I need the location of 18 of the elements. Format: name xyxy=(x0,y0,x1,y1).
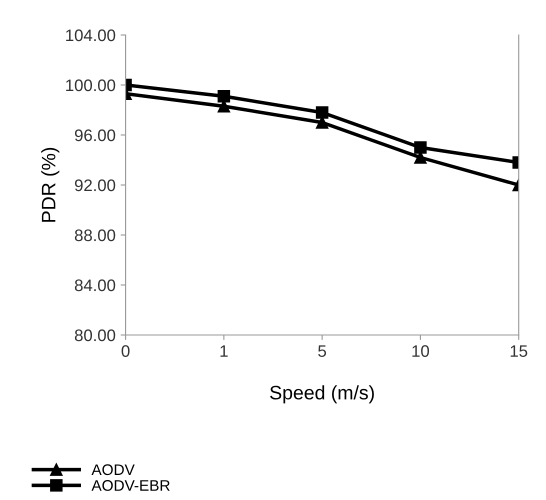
point xyxy=(316,106,328,119)
y-axis-title: PDR (%) xyxy=(41,148,60,222)
y-tick-label: 92.00 xyxy=(74,179,116,192)
legend-label: AODV xyxy=(92,464,135,476)
y-tick-label: 104.00 xyxy=(66,29,116,42)
x-tick-label: 1 xyxy=(220,345,228,357)
y-tick-label: 80.00 xyxy=(74,329,116,342)
x-tick-label: 5 xyxy=(318,345,326,357)
y-tick-label: 100.00 xyxy=(66,79,116,92)
x-axis-title: Speed (m/s) xyxy=(270,385,374,404)
y-tick-label: 96.00 xyxy=(74,129,116,142)
point xyxy=(218,90,230,102)
y-tick-label: 84.00 xyxy=(74,279,116,292)
x-tick-label: 15 xyxy=(510,345,528,357)
legend-label: AODV-EBR xyxy=(92,480,170,491)
y-tick-label: 88.00 xyxy=(74,229,116,242)
x-tick-label: 10 xyxy=(412,345,430,357)
x-tick-label: 0 xyxy=(122,345,130,357)
